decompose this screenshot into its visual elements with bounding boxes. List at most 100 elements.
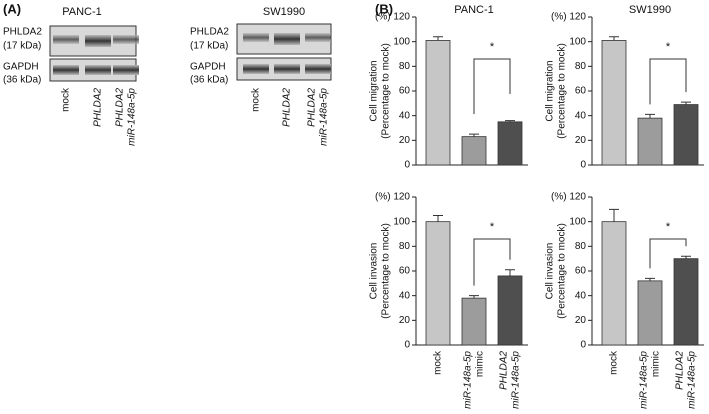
significance-label: * — [490, 221, 495, 233]
lane-label: PHLDA2 — [307, 88, 318, 127]
y-tick-label: 80 — [575, 241, 587, 252]
blot-band — [274, 64, 300, 74]
significance-label: * — [666, 221, 671, 233]
bar — [637, 280, 663, 346]
y-tick-label: 20 — [399, 135, 411, 146]
y-tick-label: 80 — [575, 61, 587, 72]
blot-title: PANC-1 — [62, 6, 102, 18]
lane-label: miR-148a-5p — [319, 88, 330, 146]
y-tick-label: 60 — [399, 86, 411, 97]
y-tick-label: 20 — [575, 135, 587, 146]
bar — [637, 117, 663, 166]
y-tick-label: 20 — [399, 315, 411, 326]
blot-size: (36 kDa) — [3, 75, 41, 86]
x-tick-label: mock — [433, 350, 444, 375]
blot-control: GAPDH — [190, 62, 226, 73]
x-tick-label: mimic — [475, 351, 486, 377]
error-bar — [681, 101, 691, 105]
x-tick-label: miR-148a-5p — [687, 351, 698, 409]
lane-label: mock — [61, 87, 72, 112]
y-axis-title: (Percentage to mock) — [381, 43, 392, 139]
bar — [425, 221, 451, 346]
error-bar — [505, 120, 515, 122]
y-tick-label: 120 — [393, 12, 410, 23]
panel-label: (A) — [3, 1, 21, 16]
y-tick-label: 120 — [569, 12, 586, 23]
blot-title: SW1990 — [263, 6, 305, 18]
chart-title: SW1990 — [629, 4, 671, 16]
bar — [601, 40, 627, 166]
x-tick-label: miR-148a-5p — [511, 351, 522, 409]
error-bar — [645, 277, 655, 281]
blot-band — [305, 64, 331, 74]
y-tick-label: 100 — [393, 36, 410, 47]
blot-target: PHLDA2 — [3, 27, 42, 38]
bar — [673, 104, 699, 166]
bar — [461, 297, 487, 346]
y-tick-label: 40 — [399, 290, 411, 301]
unit-label: (%) — [375, 12, 391, 23]
error-bar — [645, 113, 655, 119]
y-tick-label: 40 — [399, 110, 411, 121]
y-axis-title: (Percentage to mock) — [381, 223, 392, 319]
bar — [673, 258, 699, 346]
significance-bracket — [473, 238, 511, 286]
y-tick-label: 0 — [404, 340, 410, 351]
blot-control: GAPDH — [3, 62, 39, 73]
lane-label: miR-148a-5p — [127, 88, 138, 146]
panel-label: (B) — [375, 1, 393, 16]
significance-bracket — [473, 58, 511, 114]
y-tick-label: 0 — [580, 160, 586, 171]
blot-band — [305, 33, 331, 42]
y-tick-label: 60 — [575, 266, 587, 277]
bar — [497, 275, 523, 346]
y-tick-label: 80 — [399, 61, 411, 72]
error-bar — [609, 208, 619, 222]
blot-size: (17 kDa) — [190, 41, 228, 52]
y-tick-label: 80 — [399, 241, 411, 252]
significance-label: * — [490, 41, 495, 53]
y-axis-title: Cell migration — [545, 60, 556, 121]
y-tick-label: 120 — [569, 192, 586, 203]
blot-size: (36 kDa) — [190, 75, 228, 86]
x-tick-label: miR-148a-5p — [463, 351, 474, 409]
x-tick-label: PHLDA2 — [499, 351, 510, 390]
significance-bracket — [649, 58, 687, 105]
error-bar — [469, 133, 479, 137]
blot-band — [243, 64, 269, 74]
blot-band — [243, 33, 269, 42]
blot-target: PHLDA2 — [190, 27, 229, 38]
chart-title: PANC-1 — [454, 4, 494, 16]
y-tick-label: 60 — [575, 86, 587, 97]
y-axis-title: Cell migration — [369, 60, 380, 121]
y-tick-label: 40 — [575, 110, 587, 121]
y-tick-label: 40 — [575, 290, 587, 301]
blot-band — [53, 35, 79, 44]
unit-label: (%) — [375, 192, 391, 203]
error-bar — [469, 295, 479, 299]
blot-band — [274, 33, 300, 45]
significance-label: * — [666, 41, 671, 53]
lane-label: PHLDA2 — [115, 88, 126, 127]
x-tick-label: PHLDA2 — [675, 351, 686, 390]
y-axis-title: Cell invasion — [545, 243, 556, 300]
y-axis-title: Cell invasion — [369, 243, 380, 300]
error-bar — [433, 36, 443, 41]
significance-bracket — [649, 238, 687, 269]
blot-band — [85, 35, 111, 47]
bar — [601, 221, 627, 346]
x-tick-label: miR-148a-5p — [639, 351, 650, 409]
error-bar — [609, 36, 619, 41]
y-axis-title: (Percentage to mock) — [557, 223, 568, 319]
x-tick-label: mimic — [651, 351, 662, 377]
lane-label: mock — [251, 87, 262, 112]
error-bar — [681, 255, 691, 259]
y-axis-title: (Percentage to mock) — [557, 43, 568, 139]
y-tick-label: 20 — [575, 315, 587, 326]
bar — [497, 121, 523, 166]
blot-band — [113, 35, 139, 44]
x-tick-label: mock — [609, 350, 620, 375]
y-tick-label: 0 — [404, 160, 410, 171]
